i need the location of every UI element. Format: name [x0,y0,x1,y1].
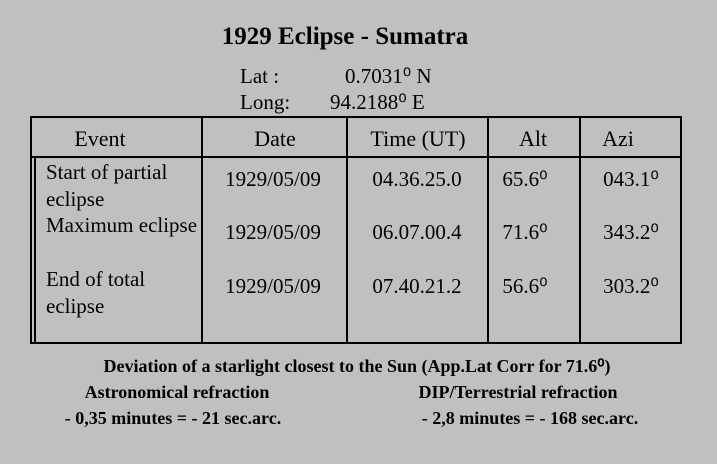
column-header: Time (UT) [370,126,466,151]
event-cell: Maximum eclipse [46,213,198,237]
table-cell: 04.36.25.0 [372,167,462,191]
table-cell: 65.6⁰ [502,167,548,191]
long-value: 94.2188⁰ E [330,90,425,114]
column-header: Date [254,126,296,151]
table-cell: 1929/05/09 [225,274,321,298]
table-cell: 343.2⁰ [603,220,659,244]
table-border [30,116,682,344]
table-cell: 1929/05/09 [225,220,321,244]
column-header: Azi [602,126,634,151]
lat-label: Lat : [240,64,280,88]
column-header: Event [74,126,126,151]
left-value: - 0,35 minutes = - 21 sec.arc. [64,408,282,428]
column-header: Alt [518,126,548,151]
table-cell: 303.2⁰ [603,274,659,298]
right-value: - 2,8 minutes = - 168 sec.arc. [421,408,639,428]
table-cell: 06.07.00.4 [372,220,462,244]
table-cell: 71.6⁰ [502,220,548,244]
table-cell: 1929/05/09 [225,167,321,191]
lat-value: 0.7031⁰ N [345,64,432,88]
footer-note: Deviation of a starlight closest to the … [103,356,611,376]
left-heading: Astronomical refraction [84,382,270,402]
event-cell: Start of partial eclipse [46,160,168,211]
long-label: Long: [240,90,291,114]
table-cell: 043.1⁰ [603,167,659,191]
right-heading: DIP/Terrestrial refraction [418,382,618,402]
table-cell: 07.40.21.2 [372,274,462,298]
event-cell: End of total eclipse [46,267,146,318]
title: 1929 Eclipse - Sumatra [221,23,469,50]
table-cell: 56.6⁰ [502,274,548,298]
